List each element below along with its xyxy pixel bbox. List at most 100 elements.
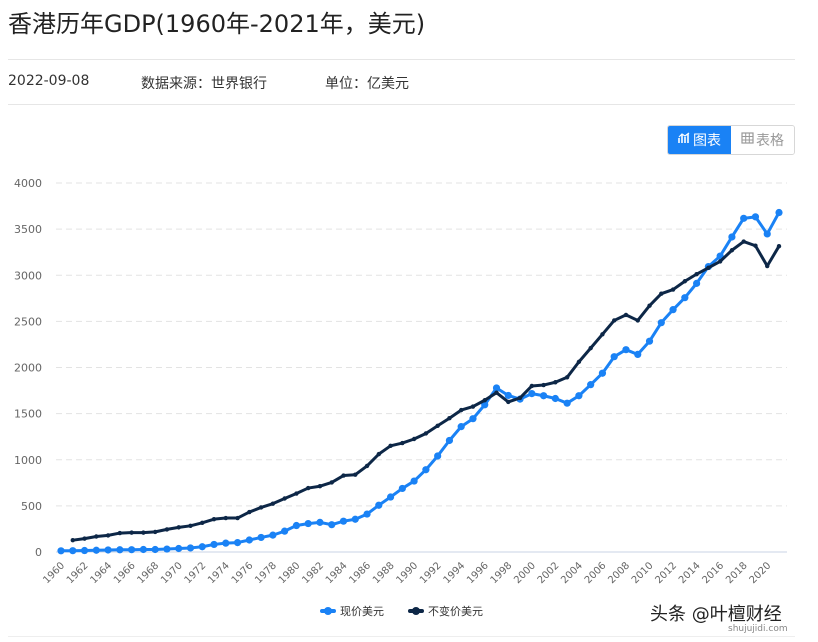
data-point-constant bbox=[588, 345, 593, 351]
data-point-current bbox=[375, 501, 383, 509]
data-point-constant bbox=[717, 259, 723, 264]
legend-marker-constant bbox=[408, 607, 424, 615]
data-point-current bbox=[669, 306, 677, 314]
x-tick-label: 1964 bbox=[88, 560, 114, 586]
data-point-current bbox=[210, 540, 218, 549]
data-point-current bbox=[657, 319, 665, 327]
page-title: 香港历年GDP(1960年-2021年，美元) bbox=[8, 10, 426, 38]
x-tick-label: 1984 bbox=[324, 560, 350, 586]
data-point-constant bbox=[270, 501, 276, 506]
data-point-current bbox=[728, 233, 736, 241]
watermark: 头条 @叶檀财经 bbox=[650, 604, 782, 625]
chart-view-button[interactable]: 图表 bbox=[668, 126, 731, 154]
x-tick-label: 1982 bbox=[300, 560, 326, 586]
data-point-constant bbox=[553, 380, 558, 385]
legend-label-current: 现价美元 bbox=[340, 605, 384, 618]
legend-item-constant-usd[interactable]: 不变价美元 bbox=[408, 603, 483, 619]
data-point-current bbox=[116, 546, 124, 554]
x-tick-label: 1998 bbox=[489, 560, 515, 586]
y-tick-label: 1500 bbox=[14, 408, 42, 421]
x-tick-label: 1980 bbox=[277, 560, 303, 586]
legend-item-current-usd[interactable]: 现价美元 bbox=[320, 603, 384, 619]
data-point-current bbox=[128, 546, 136, 554]
title-divider bbox=[8, 59, 795, 60]
data-point-constant bbox=[211, 516, 217, 522]
data-point-constant bbox=[564, 375, 570, 380]
data-source: 数据来源：世界银行 bbox=[141, 76, 267, 92]
x-tick-label: 2010 bbox=[630, 560, 656, 586]
x-tick-label: 1962 bbox=[65, 560, 91, 586]
data-point-current bbox=[610, 353, 618, 361]
data-point-constant bbox=[659, 291, 664, 296]
data-point-constant bbox=[635, 318, 640, 323]
data-point-current bbox=[622, 346, 630, 354]
x-tick-label: 1974 bbox=[206, 560, 232, 586]
watermark-site: shujujidi.com bbox=[728, 624, 788, 634]
y-tick-label: 2500 bbox=[14, 315, 42, 328]
x-tick-label: 1976 bbox=[230, 560, 256, 586]
data-point-current bbox=[233, 538, 242, 547]
y-tick-label: 2000 bbox=[14, 362, 42, 375]
x-tick-label: 1978 bbox=[253, 560, 279, 586]
y-tick-label: 500 bbox=[21, 500, 42, 513]
table-grid-icon bbox=[741, 132, 754, 148]
x-tick-label: 2016 bbox=[700, 560, 726, 586]
data-point-constant bbox=[576, 359, 582, 365]
data-point-constant bbox=[247, 509, 252, 515]
data-point-current bbox=[410, 477, 418, 485]
data-point-current bbox=[575, 392, 583, 400]
x-tick-label: 1970 bbox=[159, 560, 185, 586]
x-tick-label: 2002 bbox=[536, 560, 562, 586]
chart-canvas: 0 500 1000 1500 2000 2500 3000 3500 4000 19601962… bbox=[14, 177, 787, 586]
data-point-constant bbox=[600, 332, 605, 337]
data-point-current bbox=[434, 452, 442, 460]
table-view-label: 表格 bbox=[756, 133, 784, 149]
data-point-current bbox=[386, 493, 395, 501]
x-tick-label: 2000 bbox=[512, 560, 538, 586]
data-point-constant bbox=[494, 390, 499, 395]
data-point-current bbox=[763, 230, 771, 238]
data-point-current bbox=[175, 544, 183, 553]
data-point-current bbox=[775, 208, 783, 217]
series-line-current-usd bbox=[60, 211, 781, 553]
data-point-constant bbox=[294, 491, 299, 496]
bottom-divider bbox=[8, 636, 795, 637]
data-point-constant bbox=[753, 243, 758, 248]
data-point-current bbox=[104, 546, 112, 554]
data-point-constant bbox=[482, 398, 487, 403]
data-point-current bbox=[422, 466, 430, 474]
x-tick-label: 2004 bbox=[559, 560, 585, 586]
data-point-constant bbox=[682, 279, 688, 284]
data-point-current bbox=[481, 401, 489, 409]
table-view-button[interactable]: 表格 bbox=[731, 126, 794, 154]
data-point-current bbox=[69, 547, 77, 555]
data-point-constant bbox=[647, 303, 652, 308]
data-point-current bbox=[245, 536, 253, 544]
data-point-constant bbox=[612, 318, 617, 323]
data-point-constant bbox=[435, 423, 440, 429]
x-tick-label: 2012 bbox=[653, 560, 679, 586]
data-point-current bbox=[92, 546, 100, 554]
data-point-constant bbox=[341, 473, 346, 478]
data-point-current bbox=[269, 531, 277, 539]
x-tick-label: 1996 bbox=[465, 560, 491, 586]
data-point-constant bbox=[235, 515, 240, 521]
data-point-current bbox=[163, 545, 171, 553]
data-point-constant bbox=[706, 265, 711, 270]
data-point-constant bbox=[776, 243, 782, 249]
data-point-constant bbox=[258, 505, 264, 510]
data-point-constant bbox=[741, 239, 746, 244]
y-tick-label: 0 bbox=[35, 546, 42, 559]
series-line-constant-usd bbox=[72, 240, 781, 542]
data-point-current bbox=[292, 521, 301, 530]
data-point-current bbox=[563, 399, 571, 407]
x-tick-label: 2006 bbox=[583, 560, 609, 586]
data-point-constant bbox=[164, 527, 170, 532]
data-point-constant bbox=[364, 463, 370, 469]
legend-label-constant: 不变价美元 bbox=[428, 605, 483, 618]
data-point-current bbox=[281, 527, 289, 535]
data-point-current bbox=[504, 391, 512, 400]
data-point-constant bbox=[70, 537, 75, 543]
data-point-current bbox=[445, 436, 454, 445]
data-point-current bbox=[316, 518, 324, 526]
